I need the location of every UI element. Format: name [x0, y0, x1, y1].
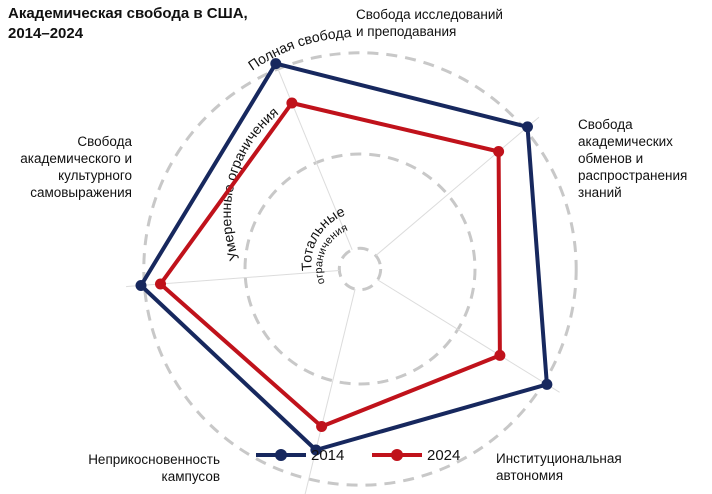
axis-label-line: автономия [496, 468, 564, 483]
axis-label-line: Институциональная [496, 451, 622, 466]
legend-marker-2024 [391, 449, 403, 461]
axis-label-line: культурного [58, 168, 132, 183]
axis-label-line: кампусов [161, 469, 220, 484]
data-series [135, 58, 553, 456]
grid-spokes [126, 51, 560, 494]
data-point-2014-3 [310, 444, 322, 456]
chart-title-line-1: Академическая свобода в США, [8, 5, 248, 22]
data-point-2014-4 [135, 280, 147, 291]
grid-spoke-1 [375, 116, 540, 256]
data-point-2024-1 [493, 146, 505, 157]
data-point-2014-2 [541, 378, 553, 390]
axis-label-line: Неприкосновенность [88, 452, 220, 467]
axis-label-exchange-dissemination: Свобода академических обменов и распрост… [578, 116, 687, 201]
legend-label-2014: 2014 [311, 447, 344, 464]
series-line-2014 [139, 61, 549, 452]
series-line-2024 [158, 101, 502, 429]
data-point-2024-2 [494, 349, 506, 361]
axis-label-expression: Свобода академического и культурного сам… [4, 133, 132, 201]
axis-label-institutional-autonomy: Институциональная автономия [496, 450, 622, 484]
grid-ring-2 [142, 51, 578, 487]
ring-label-full: Полная свобода [245, 24, 352, 73]
grid-spoke-0 [270, 51, 353, 251]
chart-title: Академическая свобода в США, 2014–2024 [8, 4, 288, 44]
grid-rings [142, 51, 578, 487]
axis-label-campus-integrity: Неприкосновенность кампусов [40, 451, 220, 485]
grid-ring-1 [243, 152, 477, 386]
axis-label-line: Свобода [578, 117, 633, 132]
axis-label-line: академического и [20, 151, 132, 166]
axis-label-line: Свобода исследований [356, 7, 503, 22]
axis-label-line: самовыражения [30, 185, 132, 200]
axis-label-line: знаний [578, 185, 622, 200]
data-point-2014-1 [522, 121, 533, 133]
axis-label-research-teaching: Свобода исследований и преподавания [356, 6, 503, 40]
axis-label-line: обменов и [578, 151, 644, 166]
ring-label-full-text: Полная свобода [245, 24, 352, 73]
grid-spoke-3 [304, 288, 356, 494]
legend-marker-2014 [275, 449, 287, 461]
ring-labels: Полная свобода Умеренные ограничения Тот… [218, 24, 352, 286]
data-point-2024-4 [155, 278, 166, 290]
data-point-2014-0 [270, 58, 282, 70]
legend-label-2024: 2024 [427, 447, 460, 464]
chart-title-line-2: 2014–2024 [8, 25, 84, 42]
legend: 2014 2024 [256, 447, 460, 464]
axis-label-line: Свобода [77, 134, 132, 149]
grid-ring-0 [337, 246, 383, 292]
data-point-2024-3 [316, 421, 328, 432]
grid-spoke-2 [377, 279, 560, 393]
axis-label-line: академических [578, 134, 673, 149]
axis-label-line: распространения [578, 168, 688, 183]
axis-label-line: и преподавания [356, 24, 457, 39]
data-point-2024-0 [286, 97, 298, 109]
